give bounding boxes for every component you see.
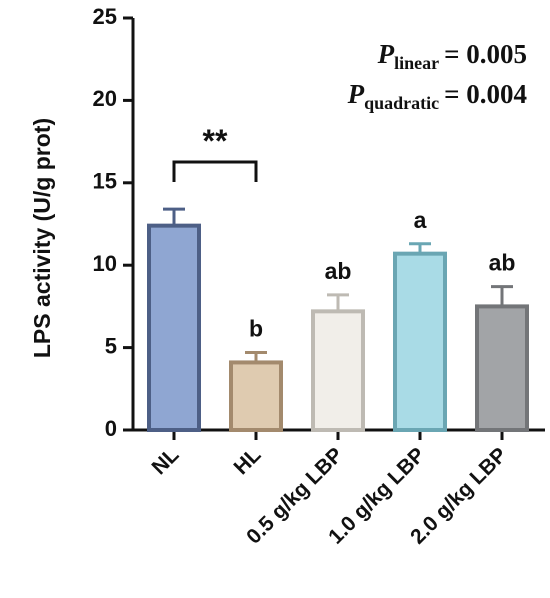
significance-stars: ** xyxy=(203,123,228,159)
significance-letter: b xyxy=(249,316,263,342)
y-axis-label: LPS activity (U/g prot) xyxy=(29,118,55,358)
significance-letter: ab xyxy=(325,258,352,284)
x-tick-label: NL xyxy=(147,443,183,479)
y-tick-label: 15 xyxy=(93,169,117,194)
p-linear-subscript: linear xyxy=(394,53,439,73)
p-quadratic-subscript: quadratic xyxy=(364,93,439,113)
p-linear-value: = 0.005 xyxy=(444,39,527,69)
p-linear-symbol: P xyxy=(377,39,395,69)
significance-letter: a xyxy=(414,207,427,233)
y-tick-label: 5 xyxy=(105,333,117,358)
p-quadratic-value: = 0.004 xyxy=(444,79,527,109)
y-tick-label: 25 xyxy=(93,4,117,29)
y-tick-label: 20 xyxy=(93,86,117,111)
p-quadratic-symbol: P xyxy=(347,79,365,109)
bar-nl xyxy=(147,223,201,432)
bar-1-0-g-kg-lbp xyxy=(393,251,447,432)
bars xyxy=(147,207,529,433)
p-linear-annotation: Plinear = 0.005 xyxy=(377,39,527,73)
x-tick-label: HL xyxy=(229,443,265,479)
y-tick-label: 10 xyxy=(93,251,117,276)
p-quadratic-annotation: Pquadratic = 0.004 xyxy=(347,79,527,113)
bar-hl xyxy=(229,360,283,433)
significance-bracket xyxy=(172,160,258,182)
bar-0-5-g-kg-lbp xyxy=(311,309,365,432)
significance-letter: ab xyxy=(489,250,516,276)
bar-2-0-g-kg-lbp xyxy=(475,304,529,432)
axes: 0 5 10 15 20 25 xyxy=(93,4,545,441)
y-tick-label: 0 xyxy=(105,416,117,441)
